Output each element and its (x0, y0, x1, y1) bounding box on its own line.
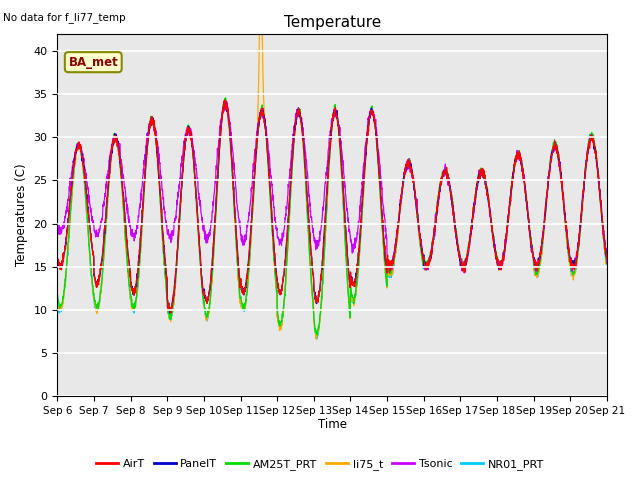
li75_t (570, 273, 578, 278)
NR01_PRT (360, 176, 368, 181)
Tsonic (603, 260, 611, 265)
X-axis label: Time: Time (317, 419, 347, 432)
Tsonic (220, 98, 228, 104)
AirT (570, 265, 578, 271)
Line: AM25T_PRT: AM25T_PRT (58, 98, 607, 335)
PanelT (492, 256, 500, 262)
PanelT (54, 256, 61, 262)
Y-axis label: Temperatures (C): Temperatures (C) (15, 164, 28, 266)
PanelT (207, 278, 214, 284)
AM25T_PRT (360, 169, 368, 175)
AM25T_PRT (492, 248, 500, 254)
AirT (221, 97, 229, 103)
AirT (207, 275, 214, 280)
AirT (167, 310, 175, 316)
li75_t (54, 299, 61, 304)
NR01_PRT (54, 296, 61, 302)
Tsonic (54, 227, 61, 233)
AM25T_PRT (348, 293, 356, 299)
AM25T_PRT (313, 332, 321, 338)
PanelT (603, 251, 611, 257)
AM25T_PRT (54, 292, 61, 298)
AM25T_PRT (207, 291, 214, 297)
PanelT (221, 98, 228, 104)
Line: NR01_PRT: NR01_PRT (58, 100, 607, 339)
Tsonic (570, 263, 578, 269)
Line: Tsonic: Tsonic (58, 101, 607, 273)
PanelT (555, 157, 563, 163)
PanelT (166, 310, 173, 316)
AM25T_PRT (555, 152, 563, 157)
Tsonic (348, 243, 356, 249)
AirT (555, 151, 563, 157)
AirT (360, 172, 368, 178)
NR01_PRT (207, 293, 214, 299)
li75_t (348, 297, 356, 302)
Legend: AirT, PanelT, AM25T_PRT, li75_t, Tsonic, NR01_PRT: AirT, PanelT, AM25T_PRT, li75_t, Tsonic,… (92, 455, 548, 474)
Text: BA_met: BA_met (68, 56, 118, 69)
Line: AirT: AirT (58, 100, 607, 313)
NR01_PRT (221, 97, 229, 103)
AirT (492, 253, 500, 259)
AM25T_PRT (570, 270, 578, 276)
NR01_PRT (492, 252, 500, 258)
Title: Temperature: Temperature (284, 15, 381, 30)
li75_t (603, 259, 611, 264)
Line: li75_t: li75_t (58, 0, 607, 339)
AM25T_PRT (603, 261, 611, 266)
li75_t (360, 176, 368, 182)
li75_t (555, 156, 563, 161)
NR01_PRT (348, 300, 356, 305)
Tsonic (360, 160, 368, 166)
AirT (54, 257, 61, 263)
li75_t (492, 255, 500, 261)
li75_t (312, 336, 320, 342)
Tsonic (207, 225, 214, 231)
PanelT (348, 280, 356, 286)
Line: PanelT: PanelT (58, 101, 607, 313)
PanelT (570, 264, 578, 270)
AirT (348, 277, 356, 283)
NR01_PRT (555, 154, 563, 159)
PanelT (360, 168, 368, 174)
Tsonic (460, 270, 468, 276)
AM25T_PRT (221, 95, 229, 101)
AirT (603, 255, 611, 261)
Text: No data for f_li77_temp: No data for f_li77_temp (3, 12, 126, 23)
li75_t (207, 296, 214, 302)
NR01_PRT (570, 273, 578, 278)
Tsonic (555, 160, 563, 166)
NR01_PRT (313, 336, 321, 342)
NR01_PRT (603, 261, 611, 266)
Tsonic (492, 252, 500, 258)
